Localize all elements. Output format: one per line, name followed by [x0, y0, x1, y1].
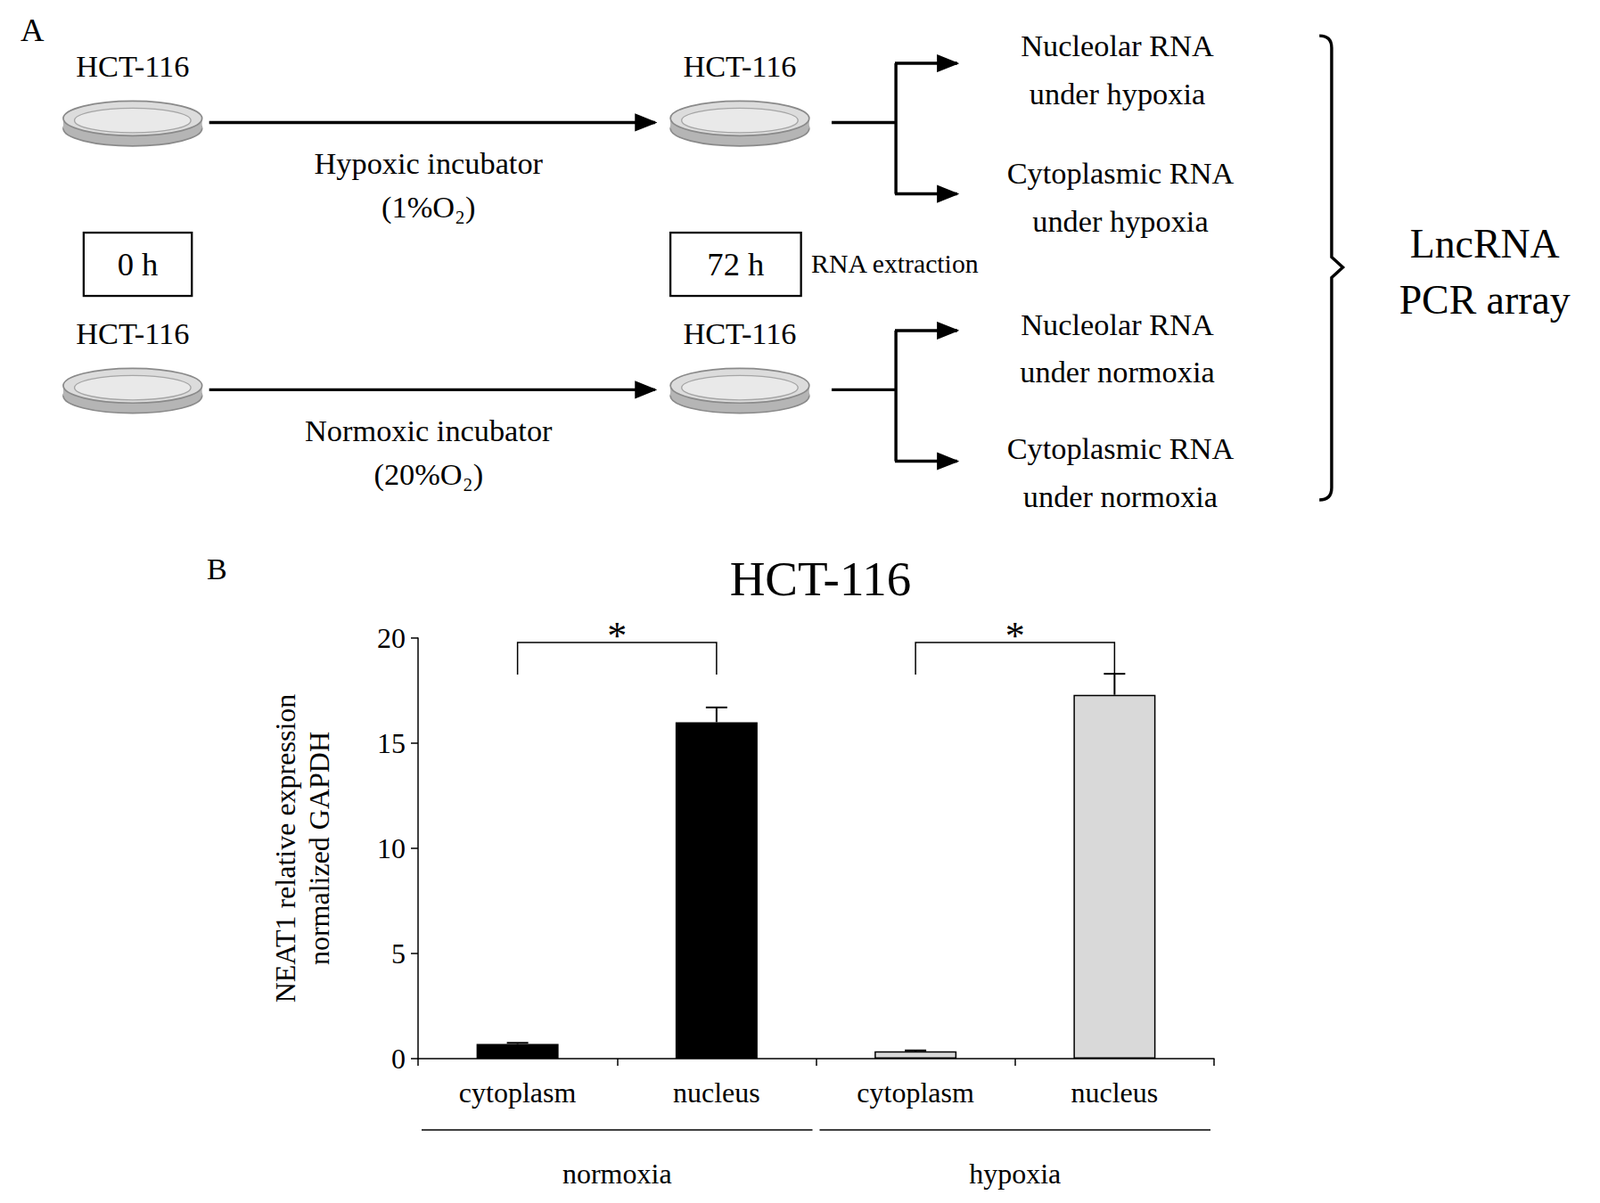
- svg-text:Cytoplasmic RNAunder hypoxia: Cytoplasmic RNAunder hypoxia: [1007, 155, 1235, 238]
- svg-text:LncRNAPCR array: LncRNAPCR array: [1399, 221, 1571, 323]
- svg-text:*: *: [607, 614, 627, 658]
- svg-text:Cytoplasmic RNAunder normoxia: Cytoplasmic RNAunder normoxia: [1007, 431, 1235, 514]
- svg-text:Nucleolar RNAunder hypoxia: Nucleolar RNAunder hypoxia: [1020, 28, 1215, 111]
- svg-text:nucleus: nucleus: [672, 1076, 761, 1109]
- svg-text:(20%O₂): (20%O₂): [374, 457, 485, 493]
- svg-text:5: 5: [391, 937, 406, 970]
- html-text:B: B: [206, 552, 228, 586]
- svg-text:normalized GAPDH: normalized GAPDH: [303, 731, 336, 966]
- svg-text:Hypoxic incubator: Hypoxic incubator: [314, 146, 544, 181]
- svg-text:HCT-116: HCT-116: [682, 316, 796, 351]
- svg-text:HCT-116: HCT-116: [682, 49, 796, 83]
- svg-text:RNA extraction: RNA extraction: [811, 248, 979, 279]
- svg-text:NEAT1 relative expression: NEAT1 relative expression: [269, 694, 302, 1004]
- svg-text:HCT-116: HCT-116: [730, 551, 912, 607]
- svg-text:*: *: [1005, 614, 1026, 658]
- svg-text:Nucleolar RNAunder normoxia: Nucleolar RNAunder normoxia: [1019, 307, 1215, 390]
- svg-text:(1%O₂): (1%O₂): [381, 189, 476, 225]
- svg-text:HCT-116: HCT-116: [75, 316, 189, 351]
- svg-text:0: 0: [391, 1042, 406, 1075]
- svg-text:15: 15: [377, 727, 406, 760]
- svg-text:20: 20: [377, 622, 406, 655]
- svg-text:72 h: 72 h: [706, 246, 764, 283]
- svg-text:cytoplasm: cytoplasm: [459, 1076, 577, 1109]
- svg-text:HCT-116: HCT-116: [75, 49, 189, 83]
- svg-text:A: A: [20, 11, 45, 49]
- svg-text:0 h: 0 h: [117, 246, 159, 283]
- svg-text:nucleus: nucleus: [1071, 1076, 1159, 1109]
- svg-text:cytoplasm: cytoplasm: [856, 1076, 975, 1109]
- svg-text:Normoxic incubator: Normoxic incubator: [304, 413, 553, 448]
- svg-text:10: 10: [377, 832, 406, 865]
- svg-text:normoxia: normoxia: [562, 1157, 673, 1190]
- svg-text:hypoxia: hypoxia: [968, 1157, 1061, 1190]
